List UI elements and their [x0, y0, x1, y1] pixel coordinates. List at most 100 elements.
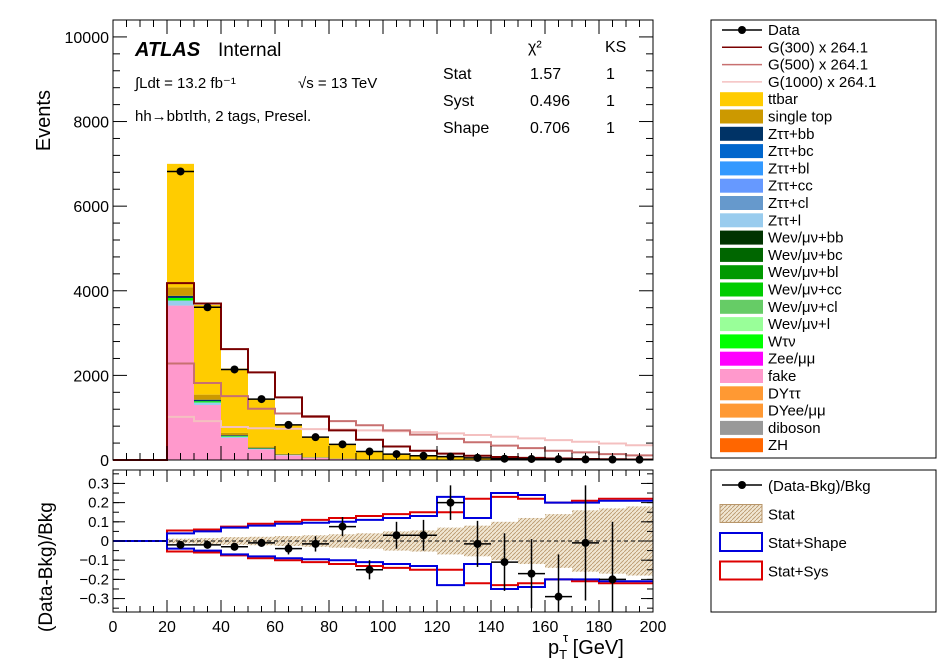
ratio-point [203, 540, 212, 549]
legend-label: G(1000) x 264.1 [768, 74, 876, 91]
legend-swatch [720, 213, 763, 228]
stack-bar [275, 424, 302, 454]
stacked-histograms [167, 163, 653, 460]
x-axis-title-main: p [548, 637, 559, 659]
stack-bar [221, 435, 248, 437]
ratio-legend-label: Stat [768, 507, 796, 524]
legend-label: Weν/μν+l [768, 316, 830, 333]
stats-row-ks: 1 [606, 93, 615, 110]
ratio-panel: −0.3 −0.2 −0.1 0 0.1 0.2 0.3 0 20 40 60 80 100 120 140… [36, 469, 666, 662]
ratio-legend-frame [710, 469, 937, 613]
stack-bar [248, 399, 275, 447]
stack-bar [167, 287, 194, 296]
legend-label: Zee/μμ [768, 351, 815, 368]
region-label: hh→bbτlτh, 2 tags, Presel. [135, 108, 311, 125]
data-point [230, 365, 239, 374]
legend-label: Zττ+l [768, 212, 801, 229]
legend-swatch [720, 92, 763, 107]
stack-bar [194, 405, 221, 460]
stack-bar [248, 447, 275, 449]
legend-swatch [720, 230, 763, 245]
ratio-legend-label: (Data-Bkg)/Bkg [768, 478, 871, 495]
y-tick-label: 0 [100, 453, 109, 470]
ratio-axes: −0.3 −0.2 −0.1 0 0.1 0.2 0.3 0 20 40 60 80 100 120 140… [79, 470, 666, 636]
ratio-point [338, 522, 347, 531]
data-point [257, 395, 266, 404]
stack-bar [221, 368, 248, 433]
ratio-point [176, 540, 185, 549]
stats-header-chi2: χ² [528, 39, 542, 56]
legend-swatch [720, 438, 763, 453]
data-point [203, 303, 212, 312]
y-tick-label: 10000 [65, 30, 110, 47]
x-tick-label: 100 [370, 619, 397, 636]
internal-label: Internal [218, 40, 281, 61]
legend-swatch [720, 196, 763, 210]
stat-shape-band-lower [113, 540, 653, 590]
x-tick-label: 40 [212, 619, 230, 636]
x-tick-label: 0 [109, 619, 118, 636]
x-axis-title-unit: [GeV] [567, 637, 624, 659]
ratio-point [365, 565, 374, 574]
x-axis-title-sub: T [559, 647, 567, 662]
legend-label: Zττ+bb [768, 126, 814, 143]
ratio-point [554, 592, 563, 601]
stack-bar [194, 394, 221, 400]
stats-row-chi2: 1.57 [530, 66, 561, 83]
legend-swatch [720, 265, 763, 280]
main-y-axis-title: Events [33, 90, 55, 151]
ratio-y-tick-label: −0.1 [79, 552, 109, 569]
luminosity-label: ∫Ldt = 13.2 fb⁻¹ [134, 75, 236, 92]
legend-label: Zττ+bc [768, 143, 814, 160]
ratio-y-tick-label: 0.3 [88, 475, 109, 492]
stack-bar [221, 438, 248, 460]
y-tick-label: 8000 [73, 115, 109, 132]
ratio-legend: (Data-Bkg)/Bkg Stat Stat+Shape Stat+Sys [710, 469, 937, 613]
legend-label: Weν/μν+bb [768, 230, 843, 247]
stack-bar [329, 445, 356, 459]
ratio-legend-marker [738, 481, 746, 489]
ratio-legend-box [719, 560, 763, 581]
legend-label: single top [768, 109, 832, 126]
ratio-point [311, 539, 320, 548]
ratio-y-tick-label: −0.2 [79, 571, 109, 588]
legend-label: Weν/μν+cl [768, 299, 838, 316]
stats-row-ks: 1 [606, 120, 615, 137]
stack-bar [302, 437, 329, 458]
stack-bar [167, 297, 194, 301]
stat-band [356, 533, 383, 549]
energy-label: √s = 13 TeV [298, 75, 377, 92]
legend-swatch [720, 351, 763, 366]
data-point [311, 433, 320, 442]
stats-row-name: Stat [443, 66, 472, 83]
ratio-legend-hatch [719, 504, 763, 523]
stats-row-name: Syst [443, 93, 475, 110]
ratio-bands [113, 492, 653, 590]
ratio-point [446, 498, 455, 507]
atlas-label: ATLAS [134, 39, 201, 61]
ratio-y-tick-label: 0.1 [88, 514, 109, 531]
ratio-point [392, 531, 401, 540]
ratio-y-tick-label: −0.3 [79, 591, 109, 608]
legend-label: G(300) x 264.1 [768, 39, 868, 56]
data-point [338, 440, 347, 449]
stack-bar [194, 402, 221, 405]
data-point [284, 420, 293, 429]
stack-bar [248, 446, 275, 448]
stack-bar [194, 399, 221, 402]
stack-bar [194, 401, 221, 403]
y-tick-label: 4000 [73, 284, 109, 301]
x-tick-label: 160 [532, 619, 559, 636]
stack-bar [167, 163, 194, 288]
legend-label: Weν/μν+bc [768, 247, 843, 264]
ratio-point [500, 558, 509, 567]
legend-label: G(500) x 264.1 [768, 57, 868, 74]
stack-bar [167, 300, 194, 306]
stats-row-name: Shape [443, 120, 489, 137]
stack-bar [167, 295, 194, 298]
ratio-point [608, 575, 617, 584]
stat-shape-band-upper [113, 492, 653, 542]
legend-label: ZH [768, 437, 788, 454]
